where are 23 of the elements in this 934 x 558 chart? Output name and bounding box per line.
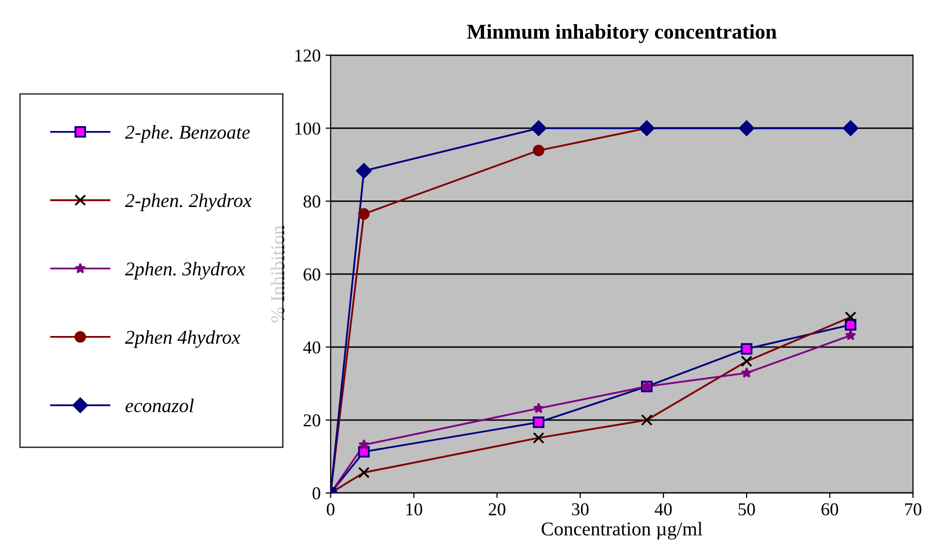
x-tick-label: 60: [822, 503, 838, 516]
legend-label: 2-phen. 2hydrox: [125, 193, 252, 212]
legend-label: 2phen. 3hydrox: [125, 262, 246, 280]
x-axis-title: Concentration µg/ml: [542, 522, 702, 540]
legend-label: econazol: [126, 398, 194, 412]
x-tick-label: 50: [738, 503, 755, 516]
y-tick-label: 0: [312, 487, 320, 500]
y-tick-label: 80: [304, 195, 320, 208]
y-tick-label: 60: [304, 268, 320, 281]
legend-label: 2-phe. Benzoate: [125, 125, 250, 143]
x-tick-label: 0: [326, 503, 334, 516]
x-tick-label: 70: [905, 503, 922, 516]
y-axis-title: % Inhibition: [270, 226, 284, 322]
y-tick-label: 20: [304, 414, 320, 426]
legend-label: 2phen 4hydrox: [125, 330, 240, 348]
y-tick-label: 100: [295, 122, 320, 135]
x-tick-label: 30: [572, 503, 589, 516]
chart-title: Minmum inhabitory concentration: [467, 24, 777, 44]
x-tick-label: 20: [488, 503, 506, 516]
y-tick-label: 120: [295, 50, 320, 62]
y-tick-label: 40: [303, 341, 320, 354]
x-tick-label: 40: [654, 503, 672, 516]
x-tick-label: 10: [406, 503, 422, 516]
